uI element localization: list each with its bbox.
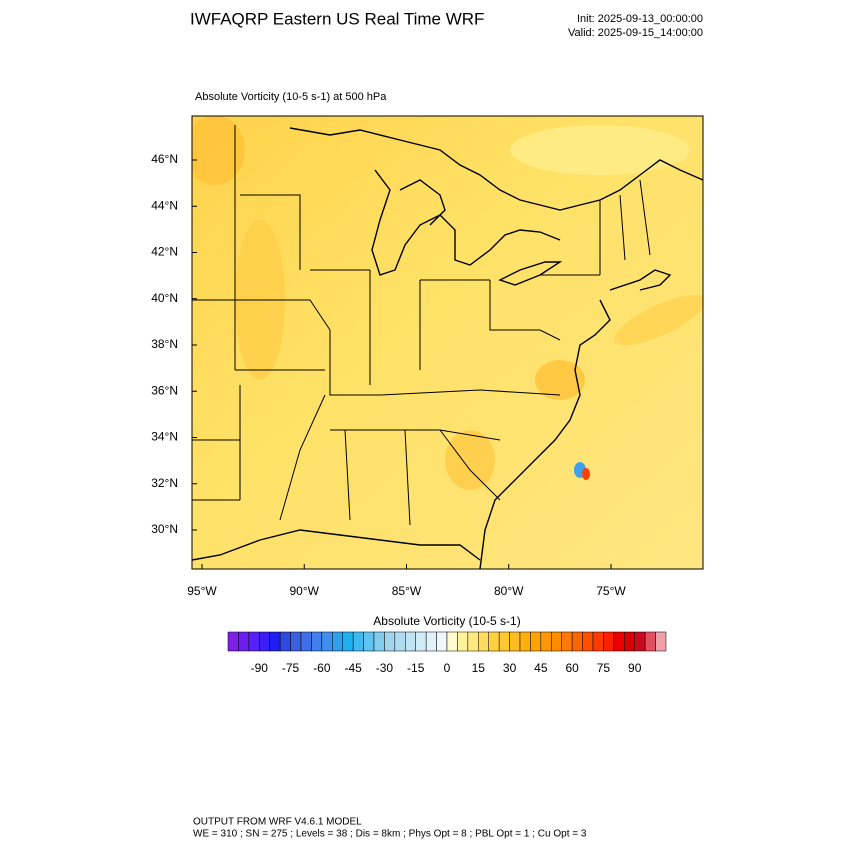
lon-label: 90°W	[290, 584, 320, 598]
colorbar-box	[269, 631, 281, 652]
field-patch	[535, 360, 585, 400]
colorbar-box	[488, 631, 500, 652]
colorbar-box	[259, 631, 270, 652]
colorbar-box	[238, 631, 250, 652]
colorbar-box	[321, 631, 333, 652]
map-subtitle: Absolute Vorticity (10-5 s-1) at 500 hPa	[195, 91, 387, 103]
colorbar-tick-label: 75	[597, 661, 611, 675]
lat-label: 42°N	[151, 245, 178, 259]
colorbar-box	[530, 631, 542, 652]
lat-label: 34°N	[151, 430, 178, 444]
colorbar-box	[467, 631, 479, 652]
colorbar-box	[457, 631, 469, 652]
colorbar-tick-label: 15	[472, 661, 486, 675]
colorbar-box	[498, 631, 510, 652]
colorbar-box	[415, 631, 427, 652]
colorbar-box	[644, 631, 656, 652]
lat-label: 46°N	[151, 152, 178, 166]
colorbar-title: Absolute Vorticity (10-5 s-1)	[373, 614, 520, 628]
colorbar-box	[290, 631, 302, 652]
colorbar-tick-label: 60	[565, 661, 579, 675]
colorbar-box	[227, 631, 239, 652]
field-patch	[192, 116, 245, 185]
colorbar-box	[624, 631, 635, 652]
lon-label: 95°W	[187, 584, 217, 598]
colorbar-box	[342, 631, 354, 652]
colorbar-tick-label: 0	[444, 661, 451, 675]
colorbar-tick-label: -30	[376, 661, 394, 675]
colorbar-tick-label: 90	[628, 661, 642, 675]
colorbar-box	[363, 631, 375, 652]
colorbar-tick-label: -75	[282, 661, 300, 675]
lon-label: 80°W	[494, 584, 524, 598]
lon-labels: 95°W 90°W 85°W 80°W 75°W	[187, 564, 626, 598]
title: IWFAQRP Eastern US Real Time WRF	[190, 9, 484, 28]
colorbar-box	[352, 631, 364, 652]
field-patch	[582, 468, 590, 480]
lat-label: 40°N	[151, 291, 178, 305]
colorbar-box	[248, 631, 260, 652]
lat-label: 44°N	[151, 198, 178, 212]
field-patch	[445, 430, 495, 490]
colorbar-tick-label: -45	[344, 661, 362, 675]
colorbar-tick-label: -60	[313, 661, 331, 675]
lat-label: 30°N	[151, 522, 178, 536]
colorbar-tick-label: -15	[407, 661, 425, 675]
colorbar-box	[561, 631, 573, 652]
colorbar-box	[655, 631, 667, 652]
footer-line: WE = 310 ; SN = 275 ; Levels = 38 ; Dis …	[193, 829, 587, 840]
colorbar-box	[592, 631, 604, 652]
colorbar-box	[394, 631, 406, 652]
valid-time: Valid: 2025-09-15_14:00:00	[568, 27, 703, 39]
colorbar-box	[311, 631, 323, 652]
colorbar-box	[425, 631, 437, 652]
lat-label: 36°N	[151, 383, 178, 397]
colorbar-tick-label: 30	[503, 661, 517, 675]
colorbar-box	[603, 631, 615, 652]
lat-label: 32°N	[151, 476, 178, 490]
map-field	[192, 116, 703, 569]
colorbar-box	[634, 631, 646, 652]
colorbar-box	[551, 631, 562, 652]
colorbar-box	[279, 631, 291, 652]
lon-label: 75°W	[596, 584, 626, 598]
lat-label: 38°N	[151, 337, 178, 351]
colorbar-box	[405, 631, 416, 652]
colorbar-box	[332, 631, 343, 652]
footer-line: OUTPUT FROM WRF V4.6.1 MODEL	[193, 817, 362, 828]
colorbar-box	[300, 631, 312, 652]
lat-labels: 46°N 44°N 42°N 40°N 38°N 36°N 34°N 32°N 30°N	[151, 152, 197, 536]
colorbar-box	[540, 631, 552, 652]
map-frame	[191, 115, 704, 570]
colorbar: -90 -75 -60 -45 -30 -15 0 15 30 45 60 75 90	[227, 631, 667, 675]
colorbar-box	[436, 631, 448, 652]
colorbar-box	[373, 631, 385, 652]
field-patch	[510, 125, 690, 175]
colorbar-box	[384, 631, 396, 652]
lon-label: 85°W	[392, 584, 422, 598]
colorbar-box	[509, 631, 521, 652]
colorbar-box	[613, 631, 625, 652]
colorbar-box	[582, 631, 594, 652]
colorbar-tick-label: 45	[534, 661, 548, 675]
colorbar-tick-label: -90	[251, 661, 269, 675]
colorbar-box	[571, 631, 583, 652]
colorbar-box	[519, 631, 531, 652]
colorbar-box	[446, 631, 458, 652]
colorbar-box	[478, 631, 489, 652]
init-time: Init: 2025-09-13_00:00:00	[577, 13, 703, 25]
field-patch	[614, 294, 703, 346]
